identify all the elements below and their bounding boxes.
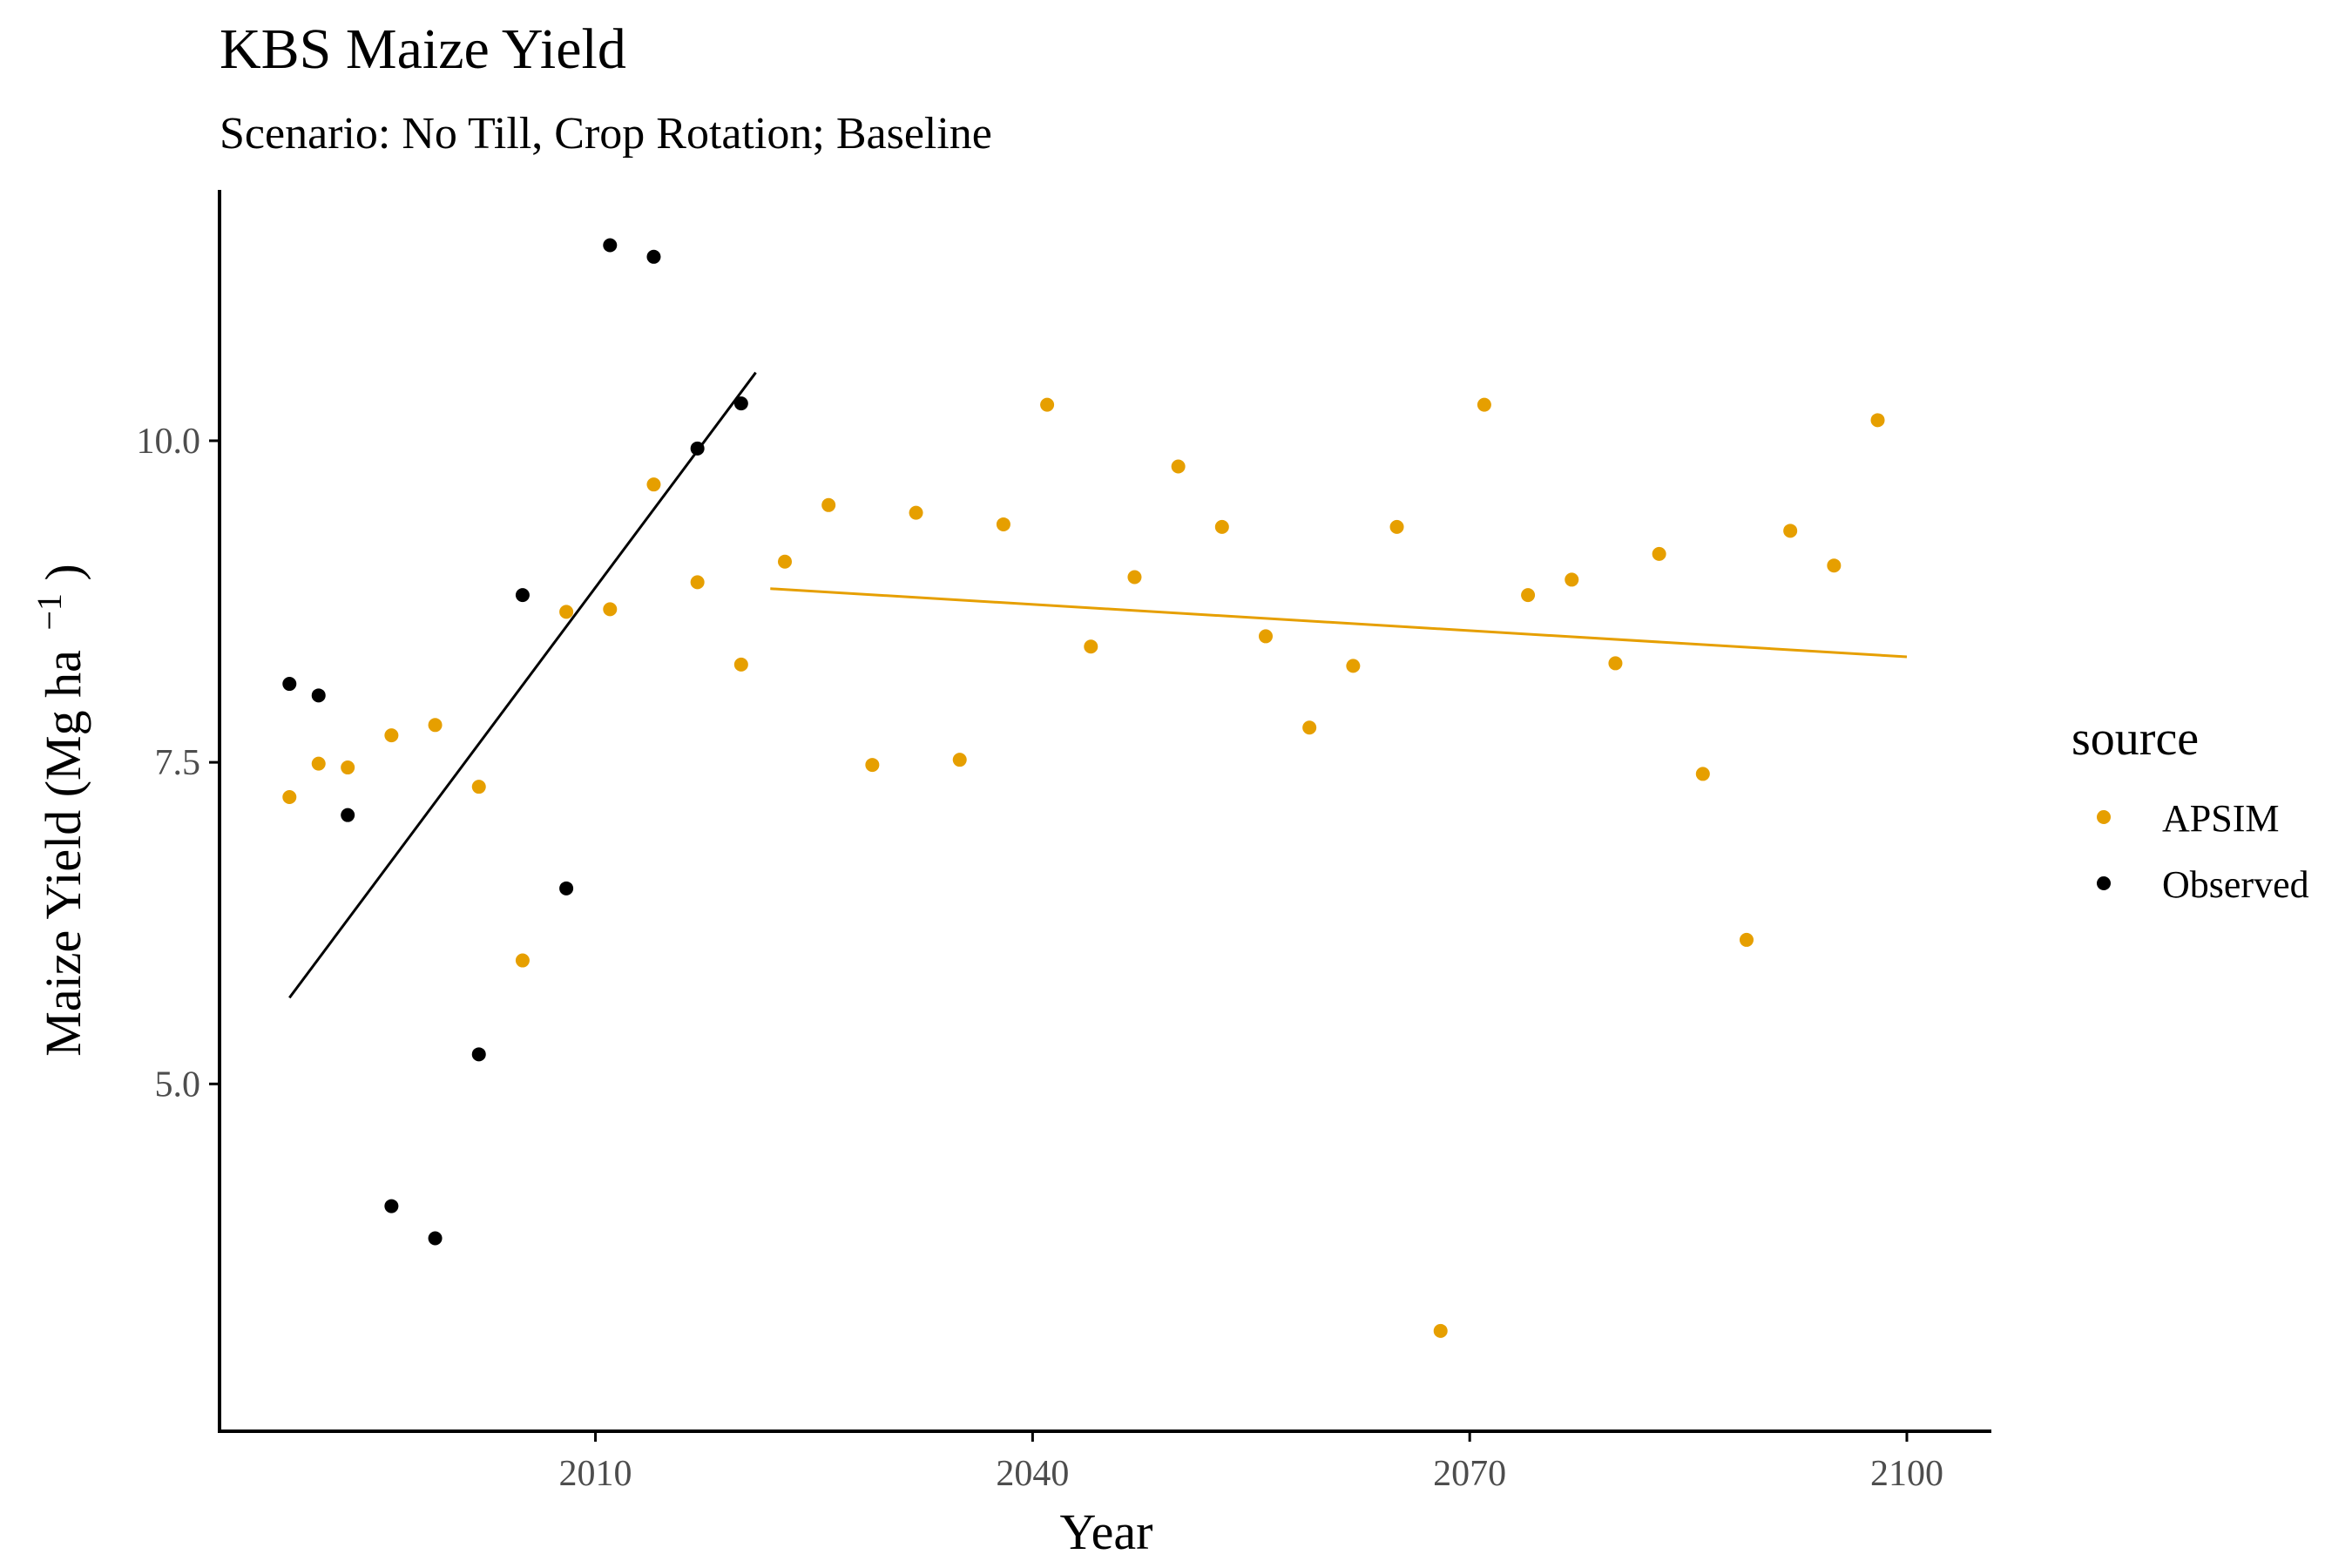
y-axis-label: Maize Yield (Mg ha −1 ) <box>16 564 91 1056</box>
legend-item-apsim: APSIM <box>2097 797 2280 840</box>
data-point-apsim <box>909 505 923 520</box>
data-point-observed <box>311 688 326 703</box>
data-point-apsim <box>1040 397 1055 412</box>
data-point-observed <box>471 1047 486 1062</box>
data-point-apsim <box>1695 767 1710 781</box>
data-point-apsim <box>515 953 530 968</box>
legend: source APSIM Observed <box>2072 712 2309 906</box>
data-point-apsim <box>1783 524 1798 538</box>
data-point-apsim <box>1127 570 1142 585</box>
data-point-apsim <box>1302 720 1317 735</box>
data-point-apsim <box>733 657 748 672</box>
data-point-apsim <box>1258 629 1273 644</box>
data-point-apsim <box>282 789 297 804</box>
data-point-apsim <box>690 575 705 590</box>
data-point-apsim <box>996 517 1010 531</box>
data-point-apsim <box>646 477 661 492</box>
x-tick-label: 2070 <box>1433 1454 1506 1494</box>
x-tick-label: 2010 <box>559 1454 632 1494</box>
legend-key-apsim <box>2097 810 2111 824</box>
y-tick-label: 10.0 <box>137 422 201 462</box>
data-point-apsim <box>471 780 486 794</box>
data-point-apsim <box>952 753 967 767</box>
data-point-apsim <box>1214 519 1229 534</box>
legend-item-observed: Observed <box>2097 863 2309 906</box>
data-point-apsim <box>1608 656 1623 671</box>
data-point-observed <box>559 881 574 896</box>
data-point-apsim <box>1870 413 1885 428</box>
data-point-apsim <box>559 605 574 619</box>
x-axis-label: Year <box>1060 1504 1153 1560</box>
y-axis-label-superscript: −1 <box>30 593 69 631</box>
y-tick-label: 5.0 <box>155 1064 201 1105</box>
legend-label-apsim: APSIM <box>2162 797 2280 840</box>
data-point-apsim <box>1389 519 1404 534</box>
data-point-apsim <box>865 758 880 773</box>
data-point-apsim <box>428 718 443 733</box>
x-axis-ticks: 2010 2040 2070 2100 <box>559 1431 1943 1494</box>
y-tick-label: 7.5 <box>155 743 201 783</box>
data-point-observed <box>603 238 618 253</box>
x-tick-label: 2100 <box>1870 1454 1943 1494</box>
data-points <box>282 238 1885 1338</box>
data-point-observed <box>733 396 748 411</box>
data-point-apsim <box>1739 932 1754 947</box>
data-point-observed <box>341 808 355 822</box>
data-point-apsim <box>603 602 618 617</box>
legend-title: source <box>2072 712 2199 766</box>
data-point-apsim <box>1346 659 1361 673</box>
data-point-apsim <box>821 497 836 512</box>
legend-key-observed <box>2097 876 2111 890</box>
data-point-observed <box>515 588 530 603</box>
trend-line-apsim <box>770 587 1908 659</box>
legend-label-observed: Observed <box>2162 863 2309 906</box>
data-point-apsim <box>1521 588 1536 603</box>
data-point-apsim <box>1084 639 1098 654</box>
data-point-apsim <box>311 756 326 771</box>
data-point-apsim <box>778 554 793 569</box>
data-point-apsim <box>1652 546 1666 561</box>
data-point-observed <box>384 1199 399 1213</box>
data-point-apsim <box>1827 558 1842 573</box>
trend-line-observed <box>288 371 757 999</box>
x-tick-label: 2040 <box>996 1454 1069 1494</box>
data-point-apsim <box>1433 1323 1448 1338</box>
data-point-apsim <box>1565 572 1579 587</box>
plot-area <box>282 238 1908 1338</box>
data-point-apsim <box>1477 397 1491 412</box>
y-axis-label-close: ) <box>35 564 91 580</box>
data-point-apsim <box>341 760 355 775</box>
data-point-observed <box>282 677 297 692</box>
data-point-apsim <box>1171 459 1186 474</box>
trend-lines <box>288 371 1908 999</box>
data-point-observed <box>690 441 705 456</box>
chart-subtitle: Scenario: No Till, Crop Rotation; Baseli… <box>220 109 992 159</box>
data-point-observed <box>646 249 661 264</box>
data-point-observed <box>428 1231 443 1246</box>
y-axis-label-main: Maize Yield (Mg ha <box>35 650 91 1057</box>
data-point-apsim <box>384 728 399 743</box>
y-axis-ticks: 5.0 7.5 10.0 <box>137 422 220 1105</box>
chart-title: KBS Maize Yield <box>220 17 626 81</box>
